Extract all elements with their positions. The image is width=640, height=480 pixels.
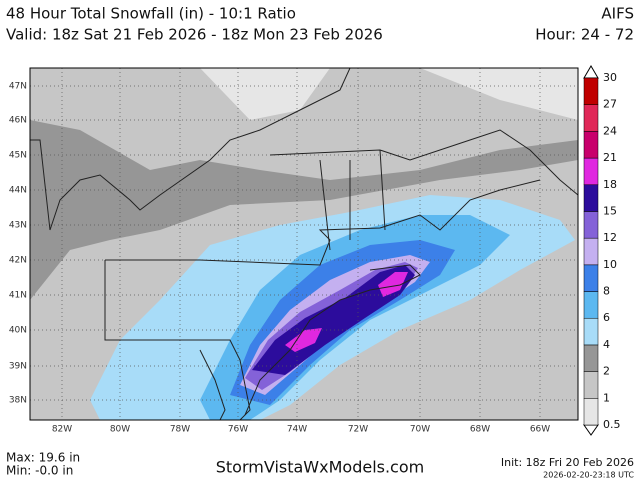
colorbar-label: 27 (603, 98, 617, 111)
valid: Valid: 18z Sat 21 Feb 2026 - 18z Mon 23 … (6, 26, 383, 44)
lon-label: 76W (228, 425, 248, 435)
colorbar-swatch (583, 104, 599, 132)
lat-label: 47N (9, 82, 27, 92)
colorbar-label: 8 (603, 285, 610, 298)
init: Init: 18z Fri 20 Feb 2026 (501, 456, 634, 469)
lat-label: 42N (9, 256, 27, 266)
snow-18 (285, 272, 408, 352)
lat-label: 41N (9, 291, 27, 301)
title: 48 Hour Total Snowfall (in) - 10:1 Ratio (6, 5, 296, 23)
colorbar-label: 10 (603, 258, 617, 271)
lon-labels: 82W 80W 78W 76W 74W 72W 70W 68W 66W (52, 425, 550, 435)
lat-label: 46N (9, 116, 27, 126)
colorbar-label: 12 (603, 231, 617, 244)
colorbar-label: 30 (603, 71, 617, 84)
lat-label: 43N (9, 221, 27, 231)
colorbar-end (583, 65, 599, 79)
colorbar-swatch (583, 157, 599, 186)
colorbar-swatch (583, 131, 599, 159)
lon-label: 70W (410, 425, 430, 435)
map: 47N 46N 45N 44N 43N 42N 41N 40N 39N 38N 82W 80W 78W… (9, 67, 579, 435)
lat-label: 39N (9, 362, 27, 372)
colorbar-swatch (583, 184, 599, 212)
colorbar-label: 2 (603, 365, 610, 378)
lat-label: 40N (9, 326, 27, 336)
colorbar-swatch (583, 398, 599, 426)
colorbar-label: 6 (603, 311, 610, 324)
lon-label: 80W (110, 425, 130, 435)
site: StormVistaWxModels.com (216, 458, 424, 477)
colorbar-label: 24 (603, 124, 617, 137)
lat-label: 44N (9, 186, 27, 196)
lat-labels: 47N 46N 45N 44N 43N 42N 41N 40N 39N 38N (9, 82, 27, 406)
lon-label: 74W (287, 425, 307, 435)
lon-label: 78W (170, 425, 190, 435)
colorbar-swatch (583, 317, 599, 346)
colorbar-label: 0.5 (603, 418, 621, 431)
hours: Hour: 24 - 72 (535, 26, 634, 44)
lon-label: 82W (52, 425, 72, 435)
lon-label: 66W (530, 425, 550, 435)
min-label: Min: -0.0 in (6, 464, 73, 478)
max-label: Max: 19.6 in (6, 451, 80, 465)
colorbar-label: 15 (603, 204, 617, 217)
colorbar-swatch (583, 77, 599, 105)
graticule (30, 68, 578, 420)
light-area (200, 68, 578, 120)
colorbar-label: 4 (603, 338, 610, 351)
borders (30, 68, 578, 420)
map-frame (29, 67, 579, 421)
colorbar-swatch (583, 291, 599, 319)
lat-label: 45N (9, 151, 27, 161)
colorbar-swatch (583, 344, 599, 372)
stamp: 2026-02-20-23:18 UTC (543, 471, 634, 480)
lon-label: 68W (470, 425, 490, 435)
colorbar-swatch (583, 371, 599, 399)
colorbar-end (583, 424, 599, 436)
colorbar-swatch (583, 211, 599, 239)
colorbar-swatch (583, 237, 599, 266)
lat-label: 38N (9, 396, 27, 406)
model: AIFS (601, 5, 634, 23)
colorbar-label: 1 (603, 391, 610, 404)
colorbar-label: 18 (603, 178, 617, 191)
lon-label: 72W (348, 425, 368, 435)
colorbar-label: 21 (603, 151, 617, 164)
colorbar-swatch (583, 264, 599, 292)
